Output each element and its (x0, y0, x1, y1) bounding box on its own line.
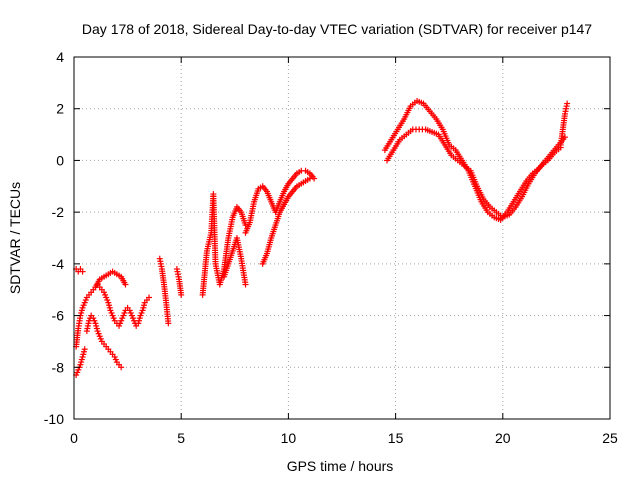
ticks-layer: 0 5 10 15 20 25 -10 -8 -6 -4 -2 0 2 4 (44, 49, 618, 446)
data-point (146, 294, 153, 301)
y-tick-label: 2 (56, 101, 64, 117)
y-tick-label: -6 (52, 308, 65, 324)
series-track-f (156, 255, 172, 327)
chart-title: Day 178 of 2018, Sidereal Day-to-day VTE… (82, 21, 592, 37)
series-track-b (83, 312, 125, 371)
y-tick-label: 4 (56, 49, 64, 65)
data-point (122, 281, 129, 288)
x-tick-label: 5 (177, 430, 185, 446)
series-track-e (92, 268, 129, 291)
data-point (165, 320, 172, 327)
series-track-k (259, 175, 313, 267)
series-track-d (73, 266, 86, 275)
x-axis-label: GPS time / hours (287, 458, 394, 474)
data-point (118, 364, 125, 371)
y-tick-label: -2 (52, 204, 65, 220)
series-track-j (242, 167, 318, 236)
plot-frame (73, 56, 611, 420)
y-tick-label: 0 (56, 152, 64, 168)
y-tick-label: -8 (52, 359, 65, 375)
x-tick-label: 10 (281, 430, 297, 446)
series-track-c (73, 346, 88, 379)
x-tick-label: 25 (602, 430, 618, 446)
x-tick-label: 0 (70, 430, 78, 446)
data-point (242, 281, 249, 288)
series-track-n (557, 100, 571, 148)
series-track-g (173, 266, 185, 298)
series-track-a (73, 281, 153, 350)
y-tick-label: -4 (52, 256, 65, 272)
data-point (79, 268, 86, 275)
x-tick-label: 20 (495, 430, 511, 446)
data-point (561, 134, 568, 141)
data-point (81, 346, 88, 353)
series-track-i (221, 235, 249, 288)
x-tick-label: 15 (388, 430, 404, 446)
series-track-m (384, 126, 564, 221)
data-point (178, 291, 185, 298)
data-point (306, 175, 313, 182)
grid-layer (74, 57, 610, 419)
series-track-h (199, 191, 249, 298)
y-axis-label: SDTVAR / TECUs (7, 182, 23, 294)
data-point (564, 100, 571, 107)
y-tick-label: -10 (44, 411, 64, 427)
data-points-layer (73, 97, 571, 379)
